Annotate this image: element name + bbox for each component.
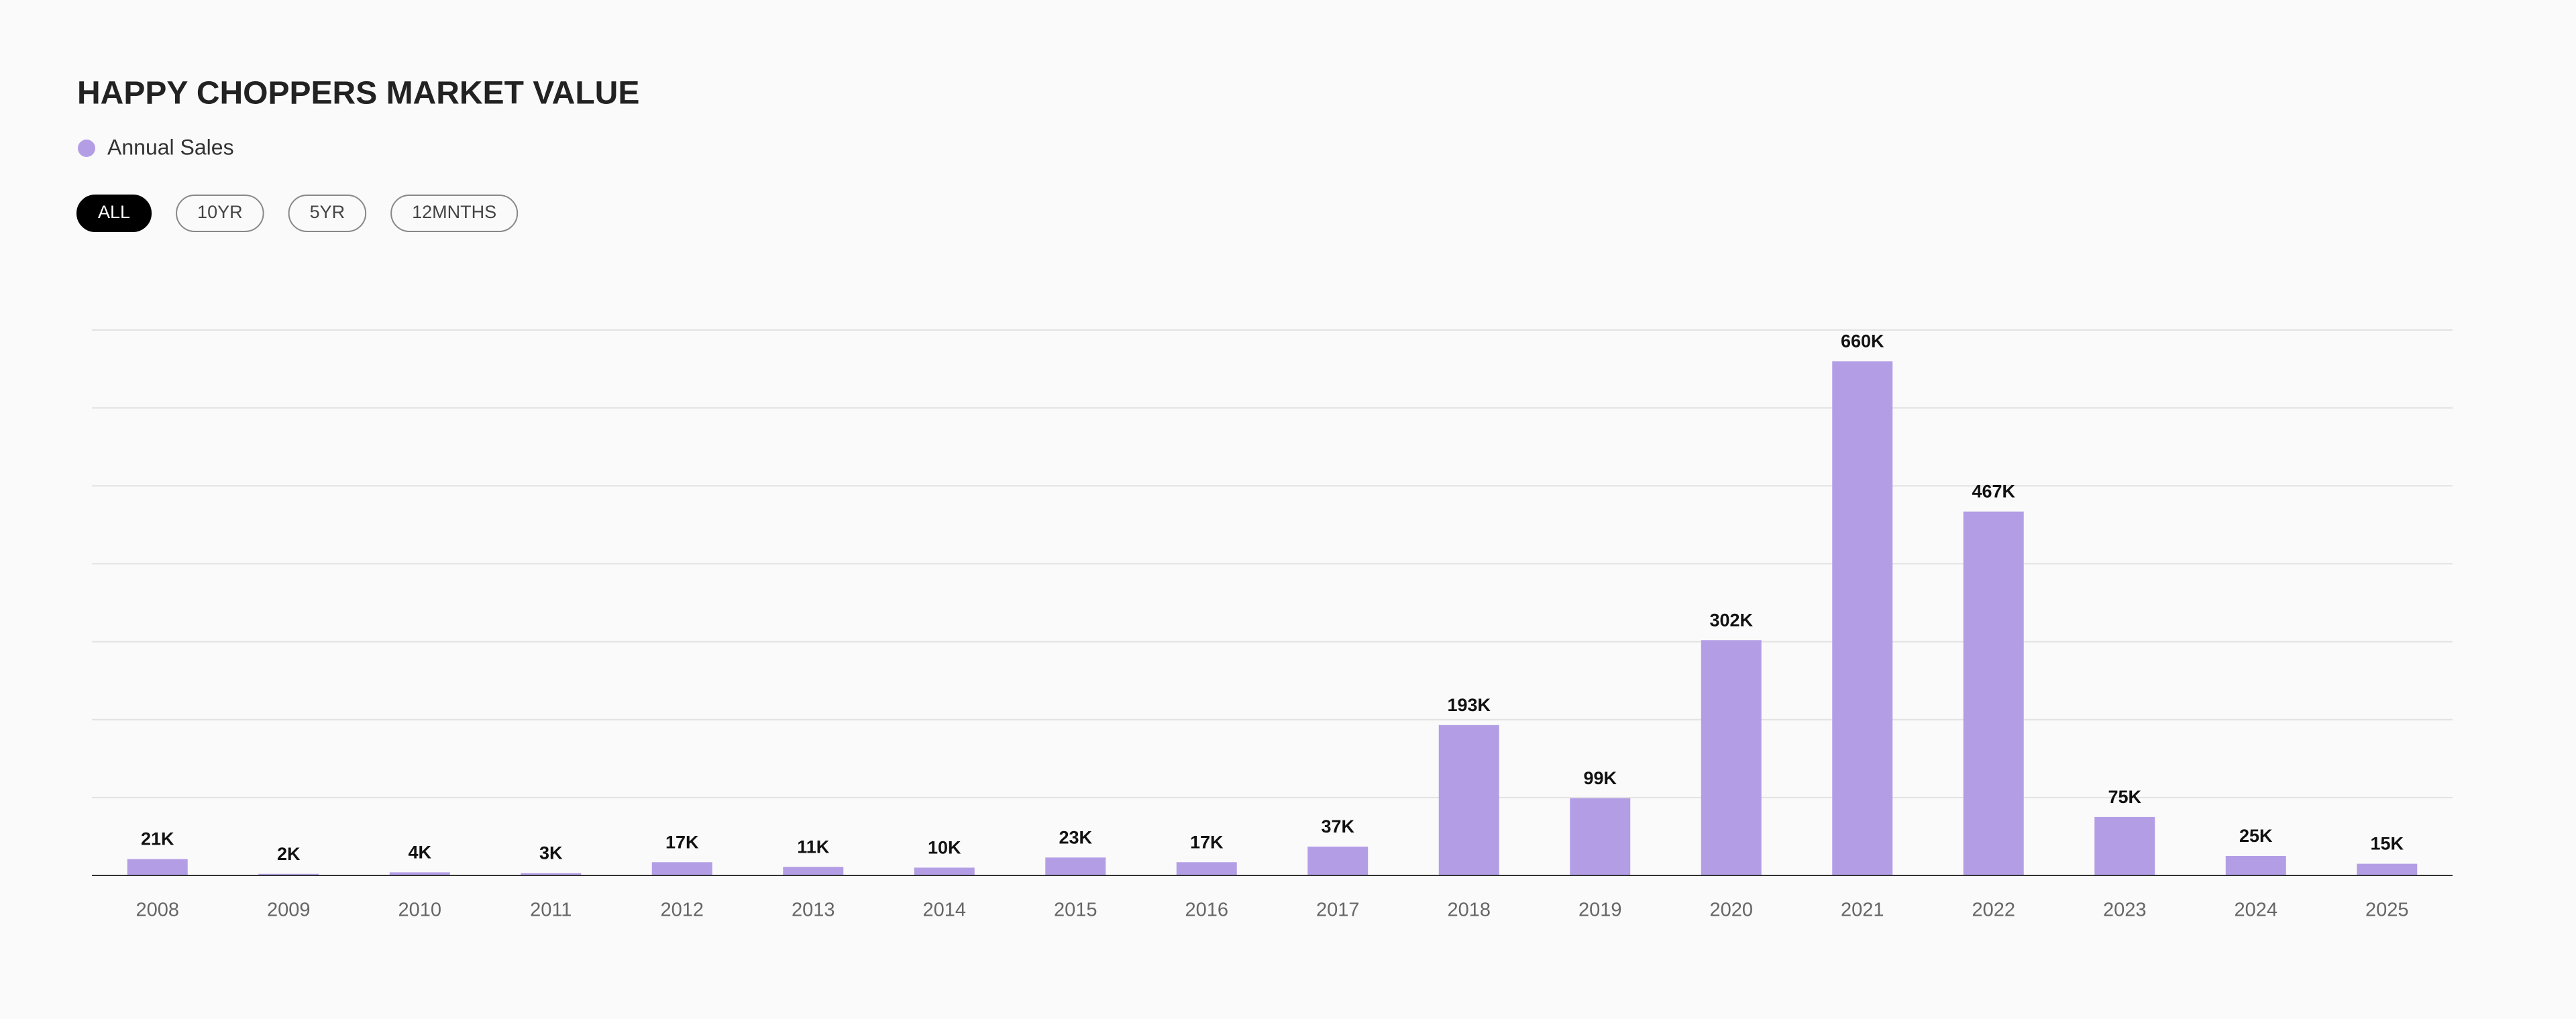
x-tick-label: 2013 — [792, 900, 835, 921]
bar — [1176, 862, 1237, 875]
bar — [389, 872, 450, 875]
bar — [1045, 857, 1106, 875]
range-button[interactable] — [176, 195, 264, 232]
value-label: 21K — [141, 829, 174, 849]
bar — [1832, 361, 1893, 875]
range-button[interactable] — [76, 195, 152, 232]
bar — [2225, 855, 2286, 875]
range-button[interactable] — [288, 195, 367, 232]
range-button-label[interactable]: 12MNTHS — [412, 202, 496, 222]
x-tick-label: 2017 — [1316, 900, 1360, 921]
x-tick-label: 2010 — [398, 900, 441, 921]
value-label: 4K — [408, 842, 431, 862]
bar — [1307, 847, 1368, 875]
value-label: 23K — [1059, 827, 1092, 847]
x-tick-label: 2009 — [267, 900, 311, 921]
value-label: 11K — [797, 837, 830, 857]
value-label: 10K — [928, 838, 961, 858]
value-label: 25K — [2239, 826, 2273, 846]
value-label: 37K — [1321, 816, 1354, 837]
x-tick-label: 2021 — [1841, 900, 1884, 921]
value-label: 2K — [277, 844, 301, 864]
legend-marker — [78, 140, 95, 157]
value-label: 193K — [1447, 695, 1491, 715]
range-button[interactable] — [390, 195, 519, 232]
value-label: 302K — [1709, 610, 1753, 630]
value-label: 660K — [1841, 331, 1884, 352]
x-tick-label: 2025 — [2365, 900, 2409, 921]
x-tick-label: 2015 — [1054, 900, 1097, 921]
bar — [1963, 511, 2024, 875]
range-button-label[interactable]: 5YR — [310, 202, 345, 222]
x-tick-label: 2008 — [136, 900, 179, 921]
bar — [783, 867, 844, 875]
bar — [1701, 640, 1762, 875]
range-button-label[interactable]: ALL — [98, 202, 130, 222]
x-tick-label: 2024 — [2234, 900, 2277, 921]
value-label: 467K — [1972, 482, 2015, 502]
x-tick-label: 2014 — [922, 900, 966, 921]
value-label: 3K — [539, 843, 563, 863]
x-tick-label: 2016 — [1185, 900, 1228, 921]
x-tick-label: 2020 — [1709, 900, 1753, 921]
bar — [651, 862, 712, 875]
x-tick-label: 2023 — [2103, 900, 2147, 921]
value-label: 99K — [1583, 768, 1617, 788]
bar — [521, 873, 582, 875]
bar — [1570, 798, 1631, 875]
bar — [127, 859, 188, 875]
bar — [258, 873, 319, 875]
legend-label: Annual Sales — [107, 135, 234, 159]
x-tick-label: 2012 — [660, 900, 704, 921]
value-label: 15K — [2370, 834, 2404, 854]
x-tick-label: 2018 — [1447, 900, 1491, 921]
bar — [1438, 725, 1499, 875]
value-label: 17K — [1190, 832, 1224, 852]
value-label: 17K — [665, 832, 699, 852]
value-label: 75K — [2108, 787, 2141, 807]
x-tick-label: 2011 — [530, 900, 572, 921]
x-tick-label: 2019 — [1578, 900, 1622, 921]
bar — [2094, 816, 2155, 875]
x-tick-label: 2022 — [1972, 900, 2015, 921]
range-button-label[interactable]: 10YR — [197, 202, 243, 222]
bar — [2357, 863, 2418, 875]
chart-title: HAPPY CHOPPERS MARKET VALUE — [77, 76, 639, 111]
bar — [914, 867, 975, 875]
